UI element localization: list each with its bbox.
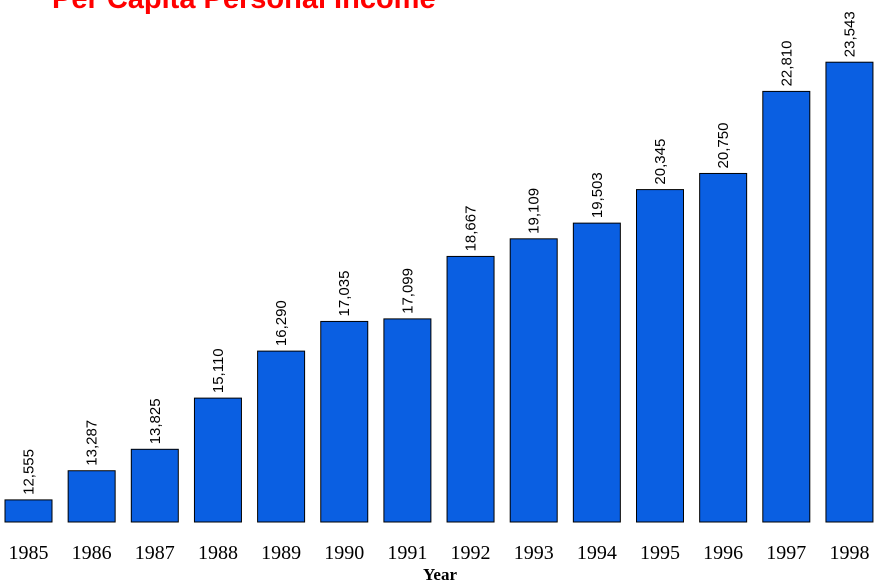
bar — [320, 320, 369, 523]
data-label: 13,825 — [147, 398, 164, 444]
bar — [4, 499, 53, 523]
x-tick-label: 1987 — [135, 542, 175, 564]
data-label: 17,099 — [399, 268, 416, 314]
data-label: 13,287 — [84, 420, 101, 466]
x-tick-label: 1990 — [324, 542, 364, 564]
bar — [699, 172, 748, 523]
x-tick-label: 1995 — [640, 542, 680, 564]
bar — [825, 61, 874, 523]
x-tick-label: 1997 — [766, 542, 806, 564]
x-axis-label: Year — [423, 565, 457, 584]
bar — [193, 397, 242, 523]
bar — [762, 90, 811, 523]
bar — [446, 255, 495, 523]
data-label: 19,503 — [589, 172, 606, 218]
bar — [636, 189, 684, 523]
chart-title: Per Capita Personal Income — [52, 0, 436, 15]
data-label: 16,290 — [273, 300, 290, 346]
x-tick-label: 1989 — [261, 542, 301, 564]
bar — [509, 238, 558, 523]
data-label: 19,109 — [526, 188, 543, 234]
bar — [67, 470, 116, 523]
x-tick-label: 1992 — [451, 542, 491, 564]
data-label: 20,750 — [715, 123, 732, 169]
data-label: 12,555 — [21, 449, 38, 495]
x-tick-label: 1994 — [577, 542, 617, 564]
data-label: 22,810 — [778, 41, 795, 87]
x-tick-label: 1996 — [703, 542, 743, 564]
x-tick-label: 1991 — [387, 542, 427, 564]
bar — [572, 222, 621, 523]
bar — [383, 318, 432, 523]
data-label: 17,035 — [336, 271, 353, 317]
x-tick-label: 1985 — [9, 542, 49, 564]
x-tick-label: 1986 — [72, 542, 112, 564]
data-label: 20,345 — [652, 139, 669, 185]
bar — [257, 350, 306, 523]
bar — [130, 448, 179, 523]
data-label: 15,110 — [210, 348, 227, 393]
x-tick-label: 1993 — [514, 542, 554, 564]
x-tick-label: 1988 — [198, 542, 238, 564]
data-label: 18,667 — [463, 206, 480, 252]
data-label: 23,543 — [841, 11, 858, 57]
x-tick-label: 1998 — [829, 542, 869, 564]
